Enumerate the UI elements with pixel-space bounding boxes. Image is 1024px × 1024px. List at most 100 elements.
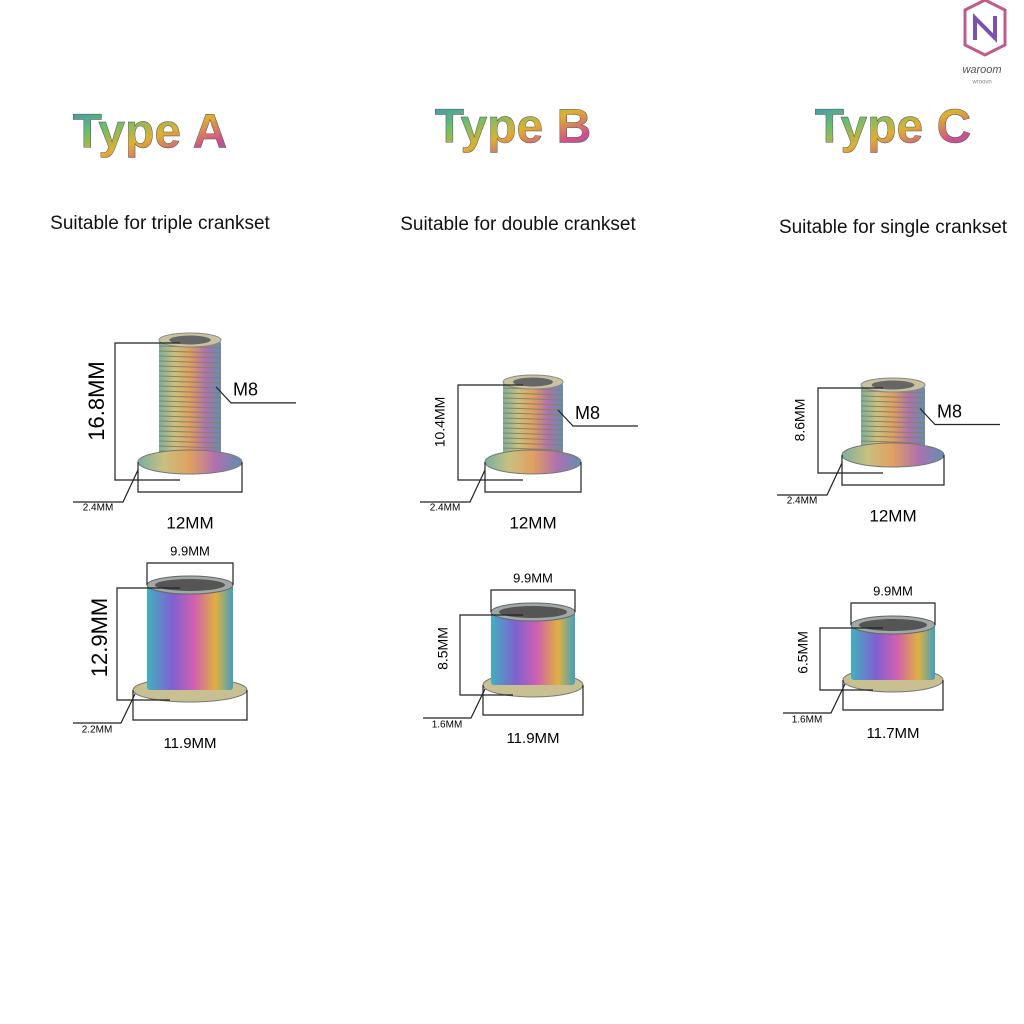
nut-hole <box>499 606 567 618</box>
nut-height-dim <box>819 627 883 691</box>
thread-line <box>158 350 222 354</box>
logo-mark <box>973 13 997 43</box>
nut-hole <box>155 579 225 591</box>
bolt-width: 12MM <box>869 506 916 525</box>
columns: Type A Suitable for triple crankset 16.8MM… <box>50 100 1008 752</box>
nut-top-dim <box>850 602 936 625</box>
thread-line <box>860 395 926 399</box>
bolt-height: 16.8MM <box>84 361 109 440</box>
thread-line <box>158 415 222 419</box>
height-dim <box>114 342 180 481</box>
type-title: Type B <box>435 101 591 154</box>
bolt-hole <box>169 335 211 345</box>
bolt-width: 12MM <box>509 513 556 532</box>
thread-line <box>502 437 564 441</box>
nut-width-dim <box>132 690 248 721</box>
bolt-flange <box>484 449 582 475</box>
thread-line <box>158 370 222 374</box>
thread-line <box>502 407 564 411</box>
nut-top-dim <box>146 562 234 585</box>
nut-width: 11.7MM <box>866 725 919 742</box>
thread-line <box>860 420 926 424</box>
thread-line <box>158 410 222 414</box>
bolt-height: 8.6MM <box>792 399 808 442</box>
nut-height: 8.5MM <box>435 627 451 670</box>
width-dim <box>841 455 945 486</box>
thread-line <box>860 435 926 439</box>
type-title: Type C <box>815 101 971 154</box>
type-title: Type A <box>73 106 228 159</box>
flange-leader <box>73 469 139 503</box>
nut-height: 6.5MM <box>795 631 811 674</box>
thread-line <box>860 410 926 414</box>
logo-name: waroom <box>962 64 1001 76</box>
bolt-flange-label: 2.4MM <box>83 503 114 514</box>
nut-flange-leader <box>73 693 136 724</box>
thread-line <box>860 415 926 419</box>
thread-line <box>502 417 564 421</box>
thread-line <box>502 432 564 436</box>
thread-line <box>502 412 564 416</box>
width-dim <box>137 462 243 493</box>
bolt-thread <box>503 382 563 462</box>
nut-flange-leader <box>423 688 486 719</box>
nut-height-dim <box>116 587 180 701</box>
thread-leader <box>919 408 1000 426</box>
thread-line <box>502 442 564 446</box>
nut-hole <box>859 619 927 631</box>
nut-width-dim <box>842 680 944 711</box>
thread-line <box>860 430 926 434</box>
thread-line <box>860 400 926 404</box>
bolt-hole <box>513 377 553 387</box>
thread-line <box>502 447 564 451</box>
nut-width: 11.9MM <box>506 730 559 747</box>
nut-top-dim <box>490 589 576 612</box>
nut-flange-leader <box>783 683 846 714</box>
nut-width-dim <box>482 685 584 716</box>
thread-line <box>860 405 926 409</box>
thread-line <box>158 395 222 399</box>
thread-line <box>860 425 926 429</box>
logo-tagline: wroovn <box>971 80 991 86</box>
nut-top-width: 9.9MM <box>873 583 913 598</box>
nut-flange-label: 2.2MM <box>82 725 113 736</box>
bolt-thread-label: M8 <box>575 403 600 423</box>
bolt-width: 12MM <box>166 513 213 532</box>
nut-flange-label: 1.6MM <box>792 715 823 726</box>
width-dim <box>484 462 582 493</box>
bolt-flange <box>137 449 243 475</box>
thread-line <box>502 427 564 431</box>
nut-flange-label: 1.6MM <box>432 720 463 731</box>
thread-line <box>158 355 222 359</box>
flange-leader <box>777 462 843 496</box>
logo-icon <box>963 0 1007 57</box>
thread-line <box>158 435 222 439</box>
bolt-flange-label: 2.4MM <box>787 496 818 507</box>
nut-height-dim <box>459 614 523 696</box>
thread-line <box>502 402 564 406</box>
height-dim <box>457 384 523 481</box>
thread-line <box>158 390 222 394</box>
bolt-hole <box>871 380 915 390</box>
bolt-thread-label: M8 <box>233 380 258 400</box>
logo: waroom wroovn <box>962 0 1007 86</box>
height-dim <box>817 387 883 474</box>
thread-leader <box>557 409 638 427</box>
thread-line <box>158 385 222 389</box>
nut-body <box>851 625 935 680</box>
type-subtitle: Suitable for single crankset <box>779 217 1008 238</box>
thread-leader <box>215 386 296 404</box>
bolt-flange <box>841 442 945 468</box>
nut-body <box>491 612 575 685</box>
nut-width: 11.9MM <box>163 735 216 752</box>
type-subtitle: Suitable for triple crankset <box>50 213 270 234</box>
thread-line <box>158 400 222 404</box>
nut-top-width: 9.9MM <box>170 543 210 558</box>
bolt-flange-label: 2.4MM <box>430 503 461 514</box>
thread-line <box>502 392 564 396</box>
thread-line <box>158 380 222 384</box>
type-subtitle: Suitable for double crankset <box>400 214 636 235</box>
thread-line <box>158 360 222 364</box>
nut-top-width: 9.9MM <box>513 570 553 585</box>
nut-body <box>147 585 233 690</box>
